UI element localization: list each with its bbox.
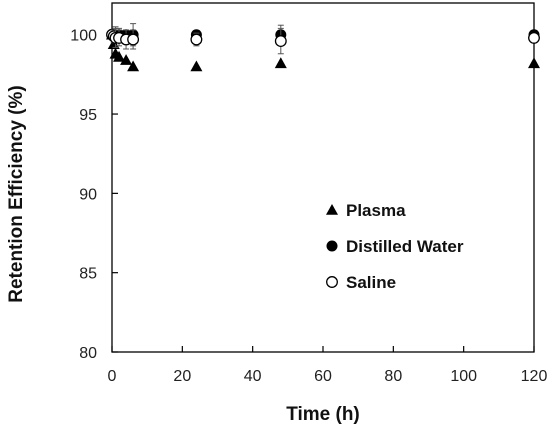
y-tick-label: 90 [79,186,97,203]
x-axis-title: Time (h) [286,404,360,425]
data-point-plasma [127,60,140,72]
x-tick-label: 100 [450,368,477,385]
x-tick-label: 0 [108,368,117,385]
x-tick-label: 20 [173,368,191,385]
data-point-plasma [190,60,203,72]
legend-label-plasma: Plasma [346,201,406,220]
data-point-saline [528,31,540,44]
plot-frame [111,2,535,353]
y-tick-label: 95 [79,107,97,124]
data-point-plasma [274,57,287,69]
data-point-plasma [113,50,126,62]
data-point-saline [274,35,287,48]
x-tick-label: 40 [244,368,262,385]
legend-marker-plasma [326,204,338,215]
y-tick-label: 85 [79,266,97,283]
data-point-saline [190,33,203,46]
data-point-plasma [528,57,540,69]
x-tick-label: 60 [314,368,332,385]
data-point-plasma [120,54,133,65]
y-tick-label: 100 [70,28,97,45]
legend-label-distilled-water: Distilled Water [346,237,464,256]
legend-marker-distilled-water [326,240,338,252]
data-point-saline [127,33,140,46]
x-tick-label: 120 [521,368,548,385]
legend-marker-saline [326,276,338,288]
y-tick-label: 80 [79,345,97,362]
x-tick-label: 80 [384,368,402,385]
legend-label-saline: Saline [346,273,396,292]
data-point-plasma [107,38,120,50]
y-axis-title: Retention Efficiency (%) [6,85,27,302]
